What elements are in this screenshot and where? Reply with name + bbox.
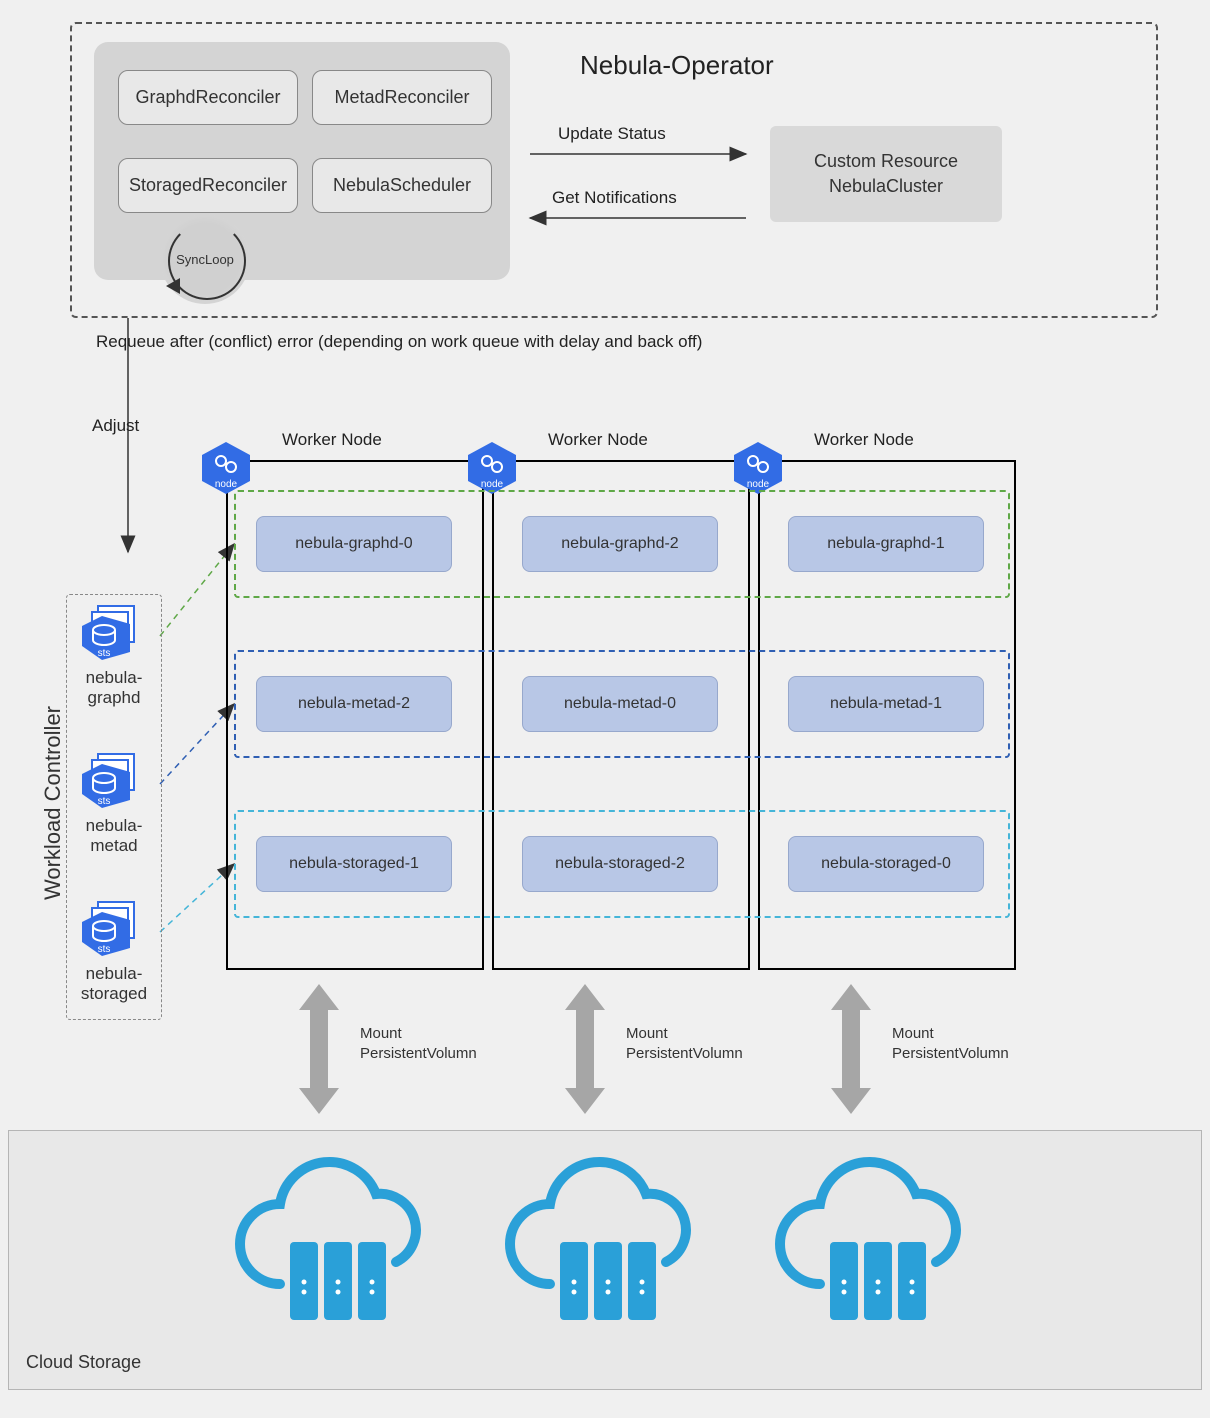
pod-metad-2: nebula-metad-2 [256, 676, 452, 732]
mount-label-2: Mount PersistentVolumn [626, 1024, 743, 1063]
svg-text:sts: sts [98, 944, 111, 955]
node-icon-3: node [730, 440, 786, 496]
mount-arrow-2 [560, 984, 610, 1114]
sts-icon-storaged: sts [82, 898, 144, 960]
pod-storaged-0: nebula-storaged-0 [788, 836, 984, 892]
get-notifications-label: Get Notifications [552, 188, 677, 208]
sts-label-graphd: nebula- graphd [66, 668, 162, 708]
mount-label-3: Mount PersistentVolumn [892, 1024, 1009, 1063]
worker-label-1: Worker Node [282, 430, 382, 450]
adjust-label: Adjust [92, 416, 139, 436]
pod-graphd-0: nebula-graphd-0 [256, 516, 452, 572]
pod-metad-0: nebula-metad-0 [522, 676, 718, 732]
workload-controller-label: Workload Controller [40, 706, 66, 900]
cloud-storage-icon-2 [500, 1164, 700, 1334]
cloud-storage-icon-1 [230, 1164, 430, 1334]
worker-label-2: Worker Node [548, 430, 648, 450]
pod-graphd-2: nebula-graphd-2 [522, 516, 718, 572]
svg-text:sts: sts [98, 796, 111, 807]
svg-text:sts: sts [98, 648, 111, 659]
mount-label-1: Mount PersistentVolumn [360, 1024, 477, 1063]
mount-arrow-1 [294, 984, 344, 1114]
pod-metad-1: nebula-metad-1 [788, 676, 984, 732]
cloud-storage-icon-3 [770, 1164, 970, 1334]
sts-label-storaged: nebula- storaged [66, 964, 162, 1004]
sts-icon-graphd: sts [82, 602, 144, 664]
svg-text:node: node [747, 479, 770, 490]
mount-arrow-3 [826, 984, 876, 1114]
update-status-label: Update Status [558, 124, 666, 144]
node-icon-1: node [198, 440, 254, 496]
node-icon-2: node [464, 440, 520, 496]
worker-label-3: Worker Node [814, 430, 914, 450]
svg-text:node: node [215, 479, 238, 490]
sts-label-metad: nebula- metad [66, 816, 162, 856]
cloud-storage-label: Cloud Storage [26, 1352, 141, 1373]
svg-text:node: node [481, 479, 504, 490]
requeue-text: Requeue after (conflict) error (dependin… [96, 332, 702, 352]
sts-icon-metad: sts [82, 750, 144, 812]
pod-graphd-1: nebula-graphd-1 [788, 516, 984, 572]
pod-storaged-2: nebula-storaged-2 [522, 836, 718, 892]
pod-storaged-1: nebula-storaged-1 [256, 836, 452, 892]
